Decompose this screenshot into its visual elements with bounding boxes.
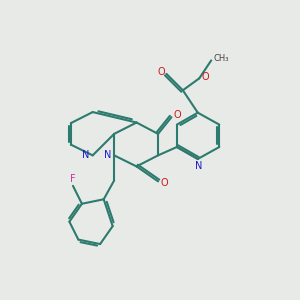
Text: F: F [70, 174, 75, 184]
Text: O: O [157, 68, 165, 77]
Text: CH₃: CH₃ [214, 53, 230, 62]
Text: N: N [82, 150, 90, 161]
Text: O: O [174, 110, 181, 120]
Text: O: O [201, 72, 209, 82]
Text: O: O [160, 178, 168, 188]
Text: N: N [195, 160, 202, 170]
Text: N: N [104, 150, 111, 161]
